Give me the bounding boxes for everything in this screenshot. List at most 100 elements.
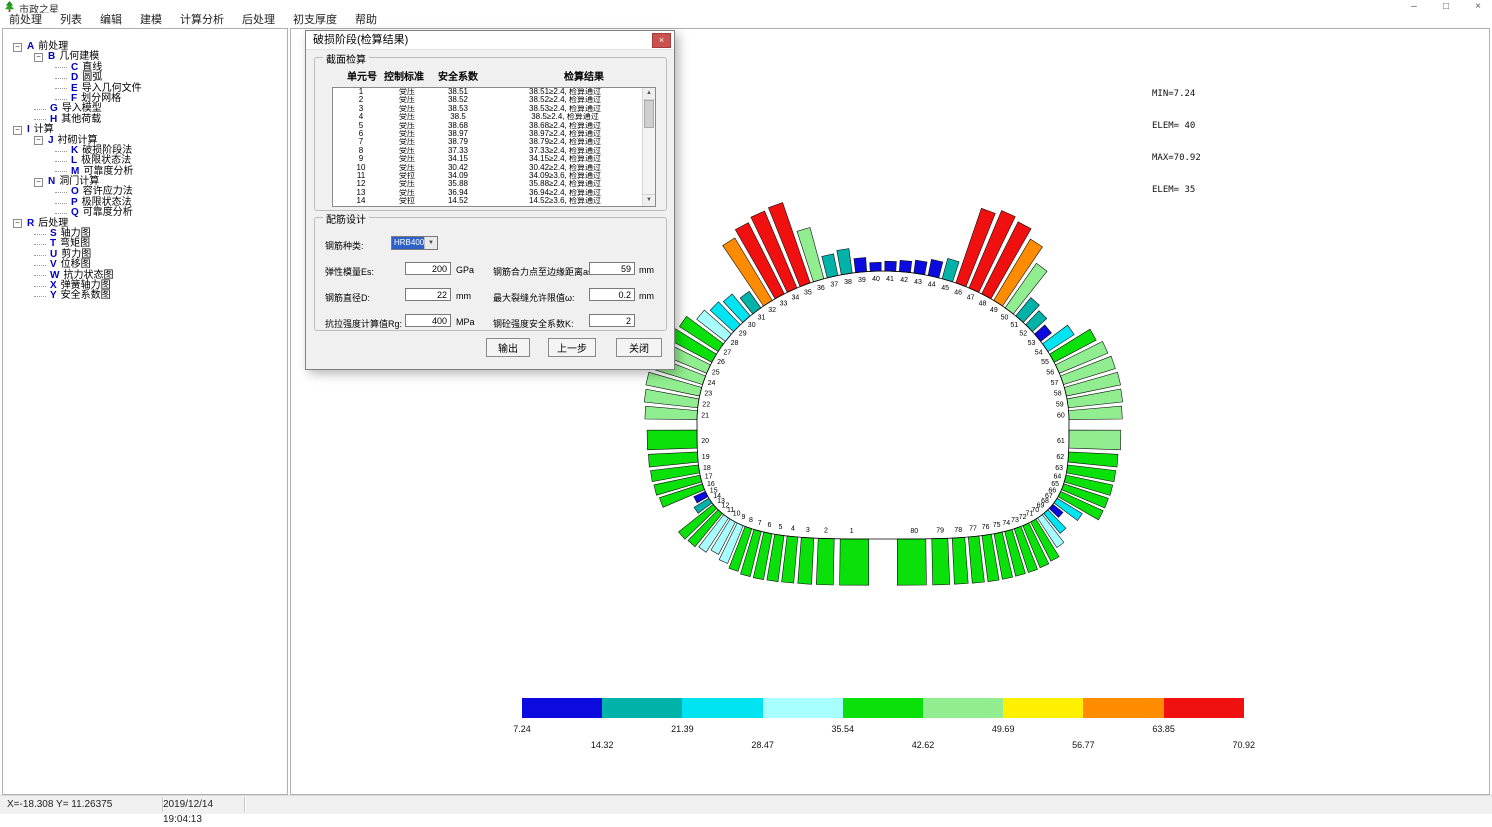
tree-item-E[interactable]: E 导入几何文件 <box>3 83 287 94</box>
scrollbar-thumb[interactable] <box>644 100 654 128</box>
collapse-icon[interactable]: − <box>13 42 22 52</box>
table-row[interactable]: 13 受压 36.94 36.94≥2.4, 检算通过 <box>333 189 655 197</box>
colorbar-segment <box>922 698 1004 718</box>
tree-item-C[interactable]: C 直线 <box>3 62 287 73</box>
colorbar-segment <box>1163 698 1244 718</box>
tree-item-S[interactable]: S 轴力图 <box>3 228 287 239</box>
safety-k-label: 钢砼强度安全系数K: <box>493 319 574 329</box>
tunnel-element-bar <box>927 259 944 279</box>
collapse-icon[interactable]: − <box>13 219 22 229</box>
table-row[interactable]: 3 受压 38.53 38.53≥2.4, 检算通过 <box>333 105 655 113</box>
table-row[interactable]: 5 受压 38.68 38.68≥2.4, 检算通过 <box>333 122 655 130</box>
dialog-titlebar[interactable]: 破损阶段(检算结果) × <box>306 31 674 50</box>
close-button[interactable]: × <box>1475 1 1481 12</box>
tree-item-M[interactable]: M 可靠度分析 <box>3 166 287 177</box>
tree-item-W[interactable]: W 抗力状态图 <box>3 269 287 281</box>
as-input[interactable] <box>589 262 635 275</box>
table-row[interactable]: 8 受压 37.33 37.33≥2.4, 检算通过 <box>333 147 655 155</box>
table-cell: 7 <box>358 138 364 147</box>
tree-item-P[interactable]: P 极限状态法 <box>3 197 287 208</box>
maximize-button[interactable]: □ <box>1442 1 1450 12</box>
menu-item-帮助[interactable]: 帮助 <box>355 14 377 26</box>
dialog-close-icon[interactable]: × <box>652 33 671 48</box>
collapse-icon[interactable]: − <box>13 125 22 135</box>
tree-item-letter: Y <box>50 290 57 302</box>
tree-item-A[interactable]: − A 前处理 <box>3 41 287 52</box>
es-input[interactable] <box>405 262 451 275</box>
table-scrollbar[interactable]: ▲ ▼ <box>642 88 655 206</box>
back-button[interactable]: 上一步 <box>548 338 596 357</box>
tree-item-J[interactable]: − J 衬砌计算 <box>3 135 287 146</box>
tree-item-Q[interactable]: Q 可靠度分析 <box>3 207 287 218</box>
status-coordinates: X=-18.308 Y= 11.26375 <box>0 797 163 812</box>
diameter-input[interactable] <box>405 288 451 301</box>
tree-item-K[interactable]: K 破损阶段法 <box>3 145 287 156</box>
tree-item-label: 抗力状态图 <box>63 269 114 281</box>
collapse-icon[interactable]: − <box>34 53 43 63</box>
tunnel-element-number: 66 <box>1048 487 1056 494</box>
tree-item-B[interactable]: − B 几何建模 <box>3 51 287 63</box>
tree-item-R[interactable]: − R 后处理 <box>3 218 287 229</box>
tunnel-element-number: 60 <box>1057 413 1065 420</box>
tunnel-element-number: 12 <box>722 503 730 510</box>
scroll-down-icon[interactable]: ▼ <box>643 194 655 206</box>
tree-connector <box>55 88 67 90</box>
table-row[interactable]: 2 受压 38.52 38.52≥2.4, 检算通过 <box>333 96 655 104</box>
menu-item-编辑[interactable]: 编辑 <box>100 14 122 26</box>
table-row[interactable]: 10 受压 30.42 30.42≥2.4, 检算通过 <box>333 164 655 172</box>
tree-item-L[interactable]: L 极限状态法 <box>3 155 287 166</box>
menu-item-建模[interactable]: 建模 <box>140 14 162 26</box>
menu-item-计算分析[interactable]: 计算分析 <box>180 14 224 26</box>
tree-connector <box>55 67 67 69</box>
tree-item-X[interactable]: X 弹簧轴力图 <box>3 279 287 291</box>
collapse-icon[interactable]: − <box>34 177 43 187</box>
tree-item-letter: X <box>50 279 57 291</box>
crack-limit-input[interactable] <box>589 288 635 301</box>
tunnel-element-bar <box>836 248 853 276</box>
statusbar: X=-18.308 Y= 11.26375 2019/12/14 19:04:1… <box>0 795 1492 825</box>
tunnel-element-number: 42 <box>900 277 908 284</box>
table-row[interactable]: 9 受压 34.15 34.15≥2.4, 检算通过 <box>333 155 655 163</box>
menu-item-初支厚度[interactable]: 初支厚度 <box>293 14 337 26</box>
table-row[interactable]: 6 受压 38.97 38.97≥2.4, 检算通过 <box>333 130 655 138</box>
tree-connector <box>34 285 46 287</box>
table-row[interactable]: 14 受拉 14.52 14.52≥3.6, 检算通过 <box>333 197 655 205</box>
minimize-button[interactable]: – <box>1411 1 1417 12</box>
tree-item-G[interactable]: G 导入模型 <box>3 103 287 114</box>
check-results-list[interactable]: 1 受压 38.51 38.51≥2.4, 检算通过 2 受压 38.52 38.52≥2.4… <box>332 87 656 207</box>
table-row[interactable]: 7 受压 38.79 38.79≥2.4, 检算通过 <box>333 138 655 146</box>
tree-item-V[interactable]: V 位移图 <box>3 259 287 270</box>
rg-input[interactable] <box>405 314 451 327</box>
table-row[interactable]: 12 受压 35.88 35.88≥2.4, 检算通过 <box>333 180 655 188</box>
tunnel-element-bar <box>648 451 699 468</box>
tree-item-letter: U <box>50 248 58 260</box>
close-dialog-button[interactable]: 关闭 <box>616 338 662 357</box>
chevron-down-icon[interactable]: ▼ <box>424 237 437 249</box>
table-row[interactable]: 1 受压 38.51 38.51≥2.4, 检算通过 <box>333 88 655 96</box>
tree-item-N[interactable]: − N 洞门计算 <box>3 176 287 187</box>
rebar-type-select[interactable]: HRB400 ▼ <box>391 236 438 250</box>
menu-item-后处理[interactable]: 后处理 <box>242 14 275 26</box>
menu-item-列表[interactable]: 列表 <box>60 14 82 26</box>
tunnel-element-number: 64 <box>1054 474 1062 481</box>
collapse-icon[interactable]: − <box>34 136 43 146</box>
tree-item-I[interactable]: − I 计算 <box>3 124 287 135</box>
scroll-up-icon[interactable]: ▲ <box>643 88 655 100</box>
table-row[interactable]: 4 受压 38.5 38.5≥2.4, 检算通过 <box>333 113 655 121</box>
tree-item-T[interactable]: T 弯矩图 <box>3 239 287 249</box>
window-title: 市政之星 <box>19 5 59 16</box>
tree-item-O[interactable]: O 容许应力法 <box>3 187 287 197</box>
tunnel-element-number: 22 <box>702 402 710 409</box>
tree-item-U[interactable]: U 剪力图 <box>3 248 287 260</box>
export-button[interactable]: 输出 <box>486 338 530 357</box>
tree-item-F[interactable]: F 划分网格 <box>3 93 287 104</box>
menu-item-前处理[interactable]: 前处理 <box>9 14 42 26</box>
tree-item-Y[interactable]: Y 安全系数图 <box>3 290 287 302</box>
tree-item-D[interactable]: D 圆弧 <box>3 72 287 83</box>
table-row[interactable]: 11 受拉 34.09 34.09≥3.6, 检算通过 <box>333 172 655 180</box>
table-cell: 36.94 <box>447 188 469 197</box>
crack-limit-label: 最大裂缝允许限值ω: <box>493 293 575 303</box>
tunnel-element-number: 36 <box>817 285 825 292</box>
safety-k-input[interactable] <box>589 314 635 327</box>
tree-item-H[interactable]: H 其他荷载 <box>3 114 287 125</box>
